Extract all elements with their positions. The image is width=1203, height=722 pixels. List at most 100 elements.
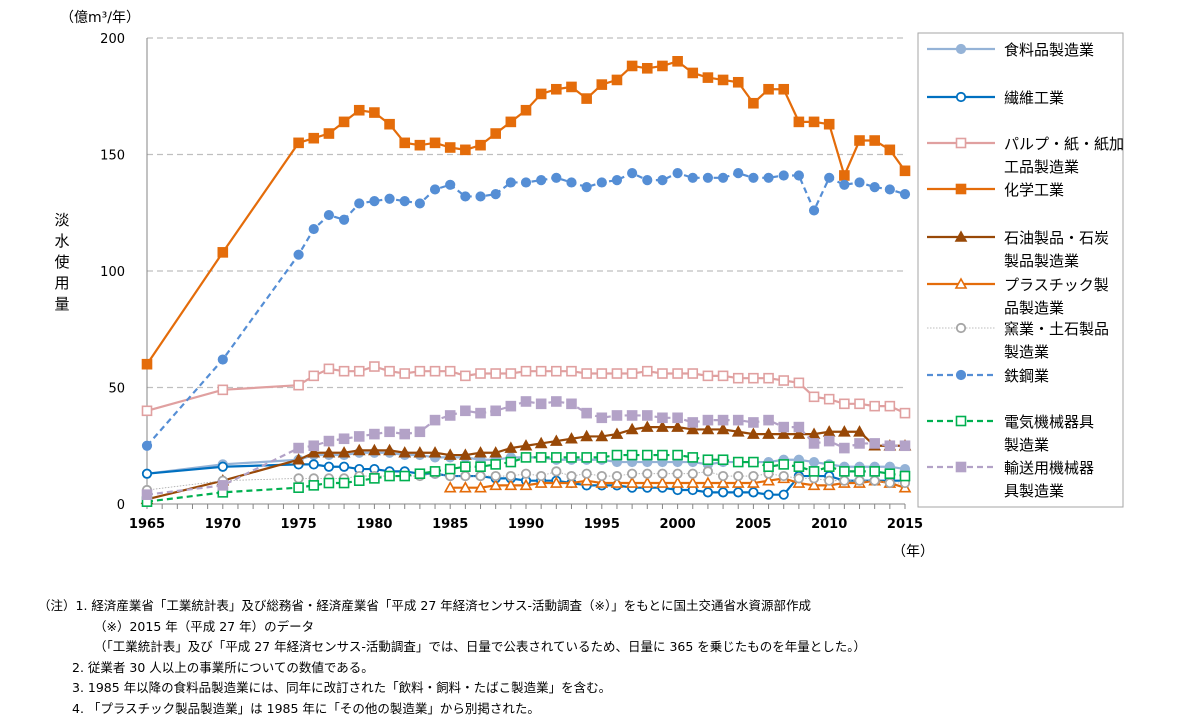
data-point	[808, 391, 820, 403]
data-point	[460, 144, 471, 156]
data-point	[293, 249, 304, 260]
data-point	[369, 107, 380, 118]
data-point	[839, 170, 850, 181]
data-point	[566, 470, 577, 482]
data-point	[308, 370, 320, 382]
data-point	[611, 470, 623, 482]
legend-label: 工品製造業	[1004, 158, 1079, 176]
data-point	[702, 487, 714, 498]
data-point	[459, 481, 472, 493]
data-point	[702, 370, 714, 382]
data-point	[808, 205, 820, 216]
data-point	[520, 177, 532, 188]
data-point	[793, 421, 805, 433]
data-point	[489, 446, 503, 458]
note-2: 2. 従業者 30 人以上の事業所についての数値である。	[72, 659, 374, 675]
data-point	[686, 422, 700, 435]
data-point	[352, 443, 366, 456]
legend-label: パルプ・紙・紙加	[1004, 135, 1124, 153]
data-point	[307, 446, 321, 458]
data-point	[460, 370, 471, 382]
legend-marker	[955, 91, 967, 103]
data-point	[308, 480, 320, 491]
data-point	[732, 414, 744, 426]
data-point	[369, 428, 380, 440]
data-point	[581, 452, 592, 463]
legend-label: 化学工業	[1004, 181, 1064, 199]
data-point	[733, 168, 744, 179]
data-point	[702, 414, 714, 426]
legend-label: プラスチック製	[1004, 276, 1109, 294]
data-point	[551, 396, 562, 407]
y-axis-label: 淡水使用量	[54, 211, 70, 313]
legend-label: 食料品製造業	[1004, 41, 1094, 59]
data-point	[611, 449, 623, 461]
data-point	[460, 470, 471, 482]
data-point	[535, 398, 547, 410]
data-point	[807, 478, 821, 491]
x-tick-label: 2010	[811, 517, 847, 532]
data-point	[672, 55, 683, 67]
data-point	[854, 466, 865, 477]
data-point	[642, 175, 653, 186]
data-point	[414, 365, 426, 377]
data-point	[596, 412, 608, 424]
data-point	[884, 468, 896, 480]
data-point	[793, 170, 804, 181]
data-point	[354, 198, 365, 209]
data-point	[353, 475, 365, 487]
data-point	[640, 476, 654, 488]
data-point	[656, 420, 669, 432]
data-point	[490, 405, 501, 417]
data-point	[763, 461, 774, 473]
data-point	[717, 487, 729, 498]
data-point	[475, 461, 486, 473]
data-point	[474, 446, 487, 458]
y-tick-label: 50	[108, 382, 125, 397]
data-point	[413, 446, 427, 458]
data-point	[808, 456, 820, 468]
data-point	[293, 379, 304, 391]
data-point	[566, 452, 577, 463]
data-point	[640, 420, 654, 432]
data-point	[869, 475, 880, 486]
x-tick-label: 1995	[584, 517, 620, 532]
data-point	[520, 365, 532, 377]
data-point	[899, 165, 911, 177]
data-point	[428, 446, 442, 458]
note-1-sub: （※）2015 年（平成 27 年）のデータ	[94, 618, 315, 634]
data-point	[534, 476, 548, 488]
data-point	[838, 425, 851, 437]
data-point	[444, 142, 456, 153]
data-point	[641, 365, 653, 377]
legend-marker	[955, 461, 967, 473]
data-point	[581, 93, 592, 104]
data-point	[505, 177, 516, 188]
x-tick-label: 1980	[356, 517, 392, 532]
data-point	[657, 468, 668, 479]
data-point	[308, 223, 319, 235]
data-point	[611, 368, 623, 379]
data-point	[141, 489, 153, 500]
data-point	[505, 400, 517, 412]
data-point	[460, 405, 471, 417]
note-3: 3. 1985 年以降の食料品製造業には、同年に改訂された「飲料・飼料・たばこ製…	[72, 680, 612, 695]
data-point	[778, 470, 789, 482]
data-point	[778, 489, 789, 500]
data-point	[627, 468, 638, 479]
data-point	[534, 436, 548, 449]
data-point	[429, 414, 441, 426]
data-point	[822, 425, 836, 437]
data-point	[505, 470, 516, 482]
data-point	[566, 177, 577, 188]
data-point	[504, 478, 518, 491]
legend-label: 製品製造業	[1004, 252, 1079, 270]
y-tick-label: 0	[117, 498, 125, 513]
data-point	[399, 428, 411, 440]
data-point	[520, 452, 532, 463]
data-point	[854, 177, 865, 188]
data-point	[687, 172, 698, 183]
data-point	[399, 470, 411, 482]
x-axis-label: （年）	[892, 544, 934, 560]
